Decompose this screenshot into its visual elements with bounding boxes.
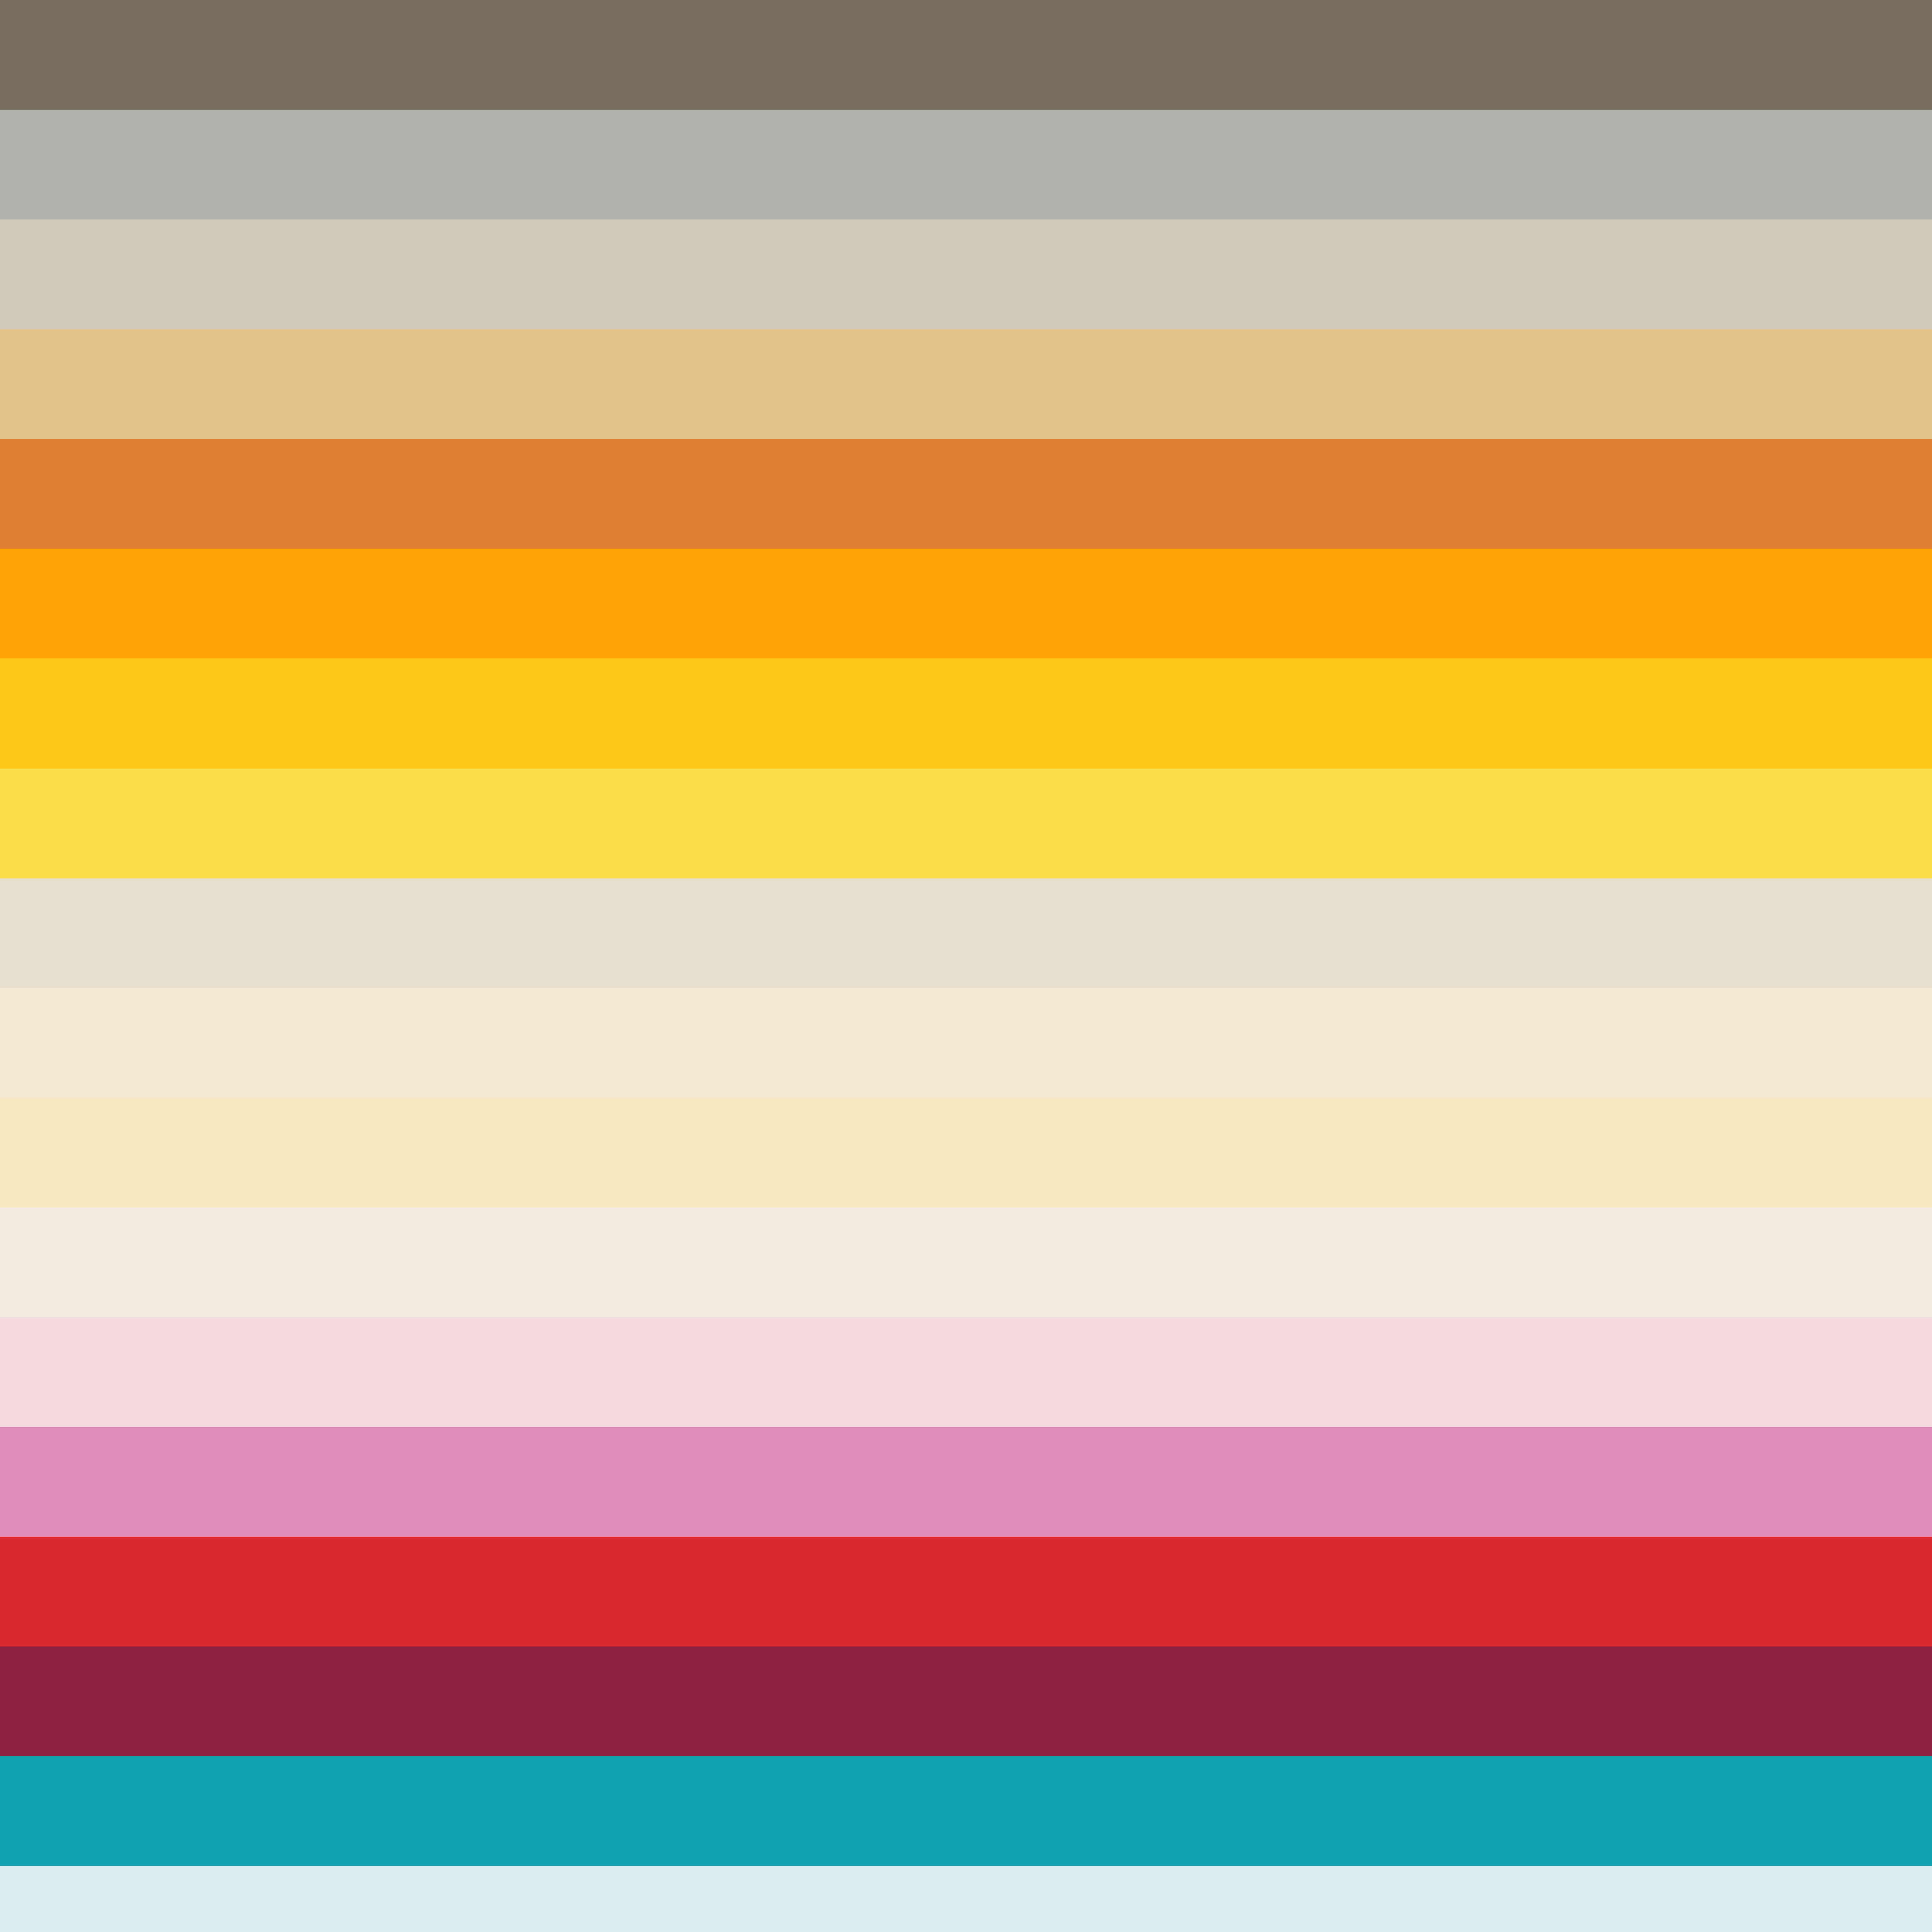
- swatch-row: OLD GOLD: [0, 549, 1932, 659]
- swatch-row: BABY PINK: [0, 1317, 1932, 1427]
- swatch-row: CHERRY: [0, 1646, 1932, 1757]
- swatch-row: SUNSHINE YELLOW: [0, 658, 1932, 769]
- swatch-row: VANILLA: [0, 1097, 1932, 1208]
- swatch-row: LIGHT BLUE: [0, 1866, 1932, 1932]
- swatch-row: POPPY: [0, 1537, 1932, 1647]
- swatch-row: URBAN GREY: [0, 0, 1932, 110]
- swatch-row: OYSTER: [0, 1207, 1932, 1317]
- swatch-row: CALIFORNIAN BLUE: [0, 1756, 1932, 1866]
- swatch-row: CLOUD: [0, 878, 1932, 988]
- swatch-row: FAWN: [0, 329, 1932, 439]
- swatch-row: IVORY: [0, 988, 1932, 1098]
- swatch-row: BLUSH: [0, 1427, 1932, 1537]
- swatch-row: ORANGE: [0, 439, 1932, 549]
- swatch-row: CITRUS YELLOW: [0, 768, 1932, 878]
- swatch-row: GREY: [0, 219, 1932, 330]
- swatch-row: STORM GREY: [0, 110, 1932, 220]
